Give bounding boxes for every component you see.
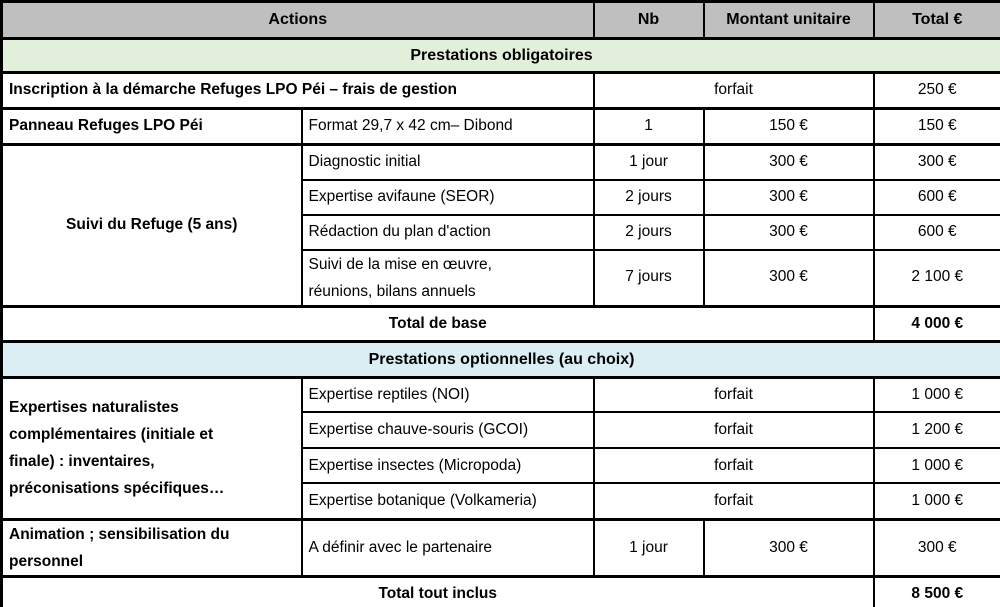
total-botanique: 1 000 € xyxy=(872,482,1000,521)
action-label-panneau: Panneau Refuges LPO Péi xyxy=(0,107,303,146)
table-row-total-base: Total de base 4 000 € xyxy=(0,304,1000,343)
total-redaction: 600 € xyxy=(872,213,1000,251)
column-header-nb: Nb xyxy=(592,0,705,40)
detail-avifaune: Expertise avifaune (SEOR) xyxy=(300,178,595,216)
montant-avifaune: 300 € xyxy=(702,178,875,216)
montant-mise-en-oeuvre: 300 € xyxy=(702,248,875,308)
section-row-obligatoires: Prestations obligatoires xyxy=(0,37,1000,74)
action-label-inscription: Inscription à la démarche Refuges LPO Pé… xyxy=(0,71,595,110)
total-inclus-label: Total tout inclus xyxy=(0,575,875,607)
nb-redaction: 2 jours xyxy=(592,213,705,251)
detail-reptiles: Expertise reptiles (NOI) xyxy=(300,376,595,414)
nb-animation: 1 jour xyxy=(592,517,705,579)
action-label-expertises: Expertises naturalistes complémentaires … xyxy=(0,376,303,521)
total-chauve-souris: 1 200 € xyxy=(872,411,1000,450)
montant-animation: 300 € xyxy=(702,517,875,579)
column-header-total: Total € xyxy=(872,0,1000,40)
table-row-reptiles: Expertises naturalistes complémentaires … xyxy=(0,376,1000,521)
table-row-avifaune: Expertise avifaune (SEOR) 2 jours 300 € … xyxy=(2,178,1000,216)
detail-panneau: Format 29,7 x 42 cm– Dibond xyxy=(300,107,595,146)
nb-avifaune: 2 jours xyxy=(592,178,705,216)
table-row-botanique: Expertise botanique (Volkameria) forfait… xyxy=(2,482,1000,521)
table-row-total-inclus: Total tout inclus 8 500 € xyxy=(0,575,1000,607)
nb-montant-insectes: forfait xyxy=(592,447,875,485)
table-row-chauve-souris: Expertise chauve-souris (GCOI) forfait 1… xyxy=(2,411,1000,450)
table-row-insectes: Expertise insectes (Micropoda) forfait 1… xyxy=(2,447,1000,485)
table-row-redaction: Rédaction du plan d'action 2 jours 300 €… xyxy=(2,213,1000,251)
table-row-mise-en-oeuvre: Suivi de la mise en œuvre, réunions, bil… xyxy=(2,248,1000,308)
column-header-montant-unitaire: Montant unitaire xyxy=(702,0,875,40)
montant-redaction: 300 € xyxy=(702,213,875,251)
table-header-row: Actions Nb Montant unitaire Total € xyxy=(0,0,1000,40)
total-inscription: 250 € xyxy=(872,71,1000,110)
total-reptiles: 1 000 € xyxy=(872,376,1000,414)
montant-diagnostic: 300 € xyxy=(702,143,875,181)
nb-montant-botanique: forfait xyxy=(592,482,875,521)
action-label-animation: Animation ; sensibilisation du personnel xyxy=(0,517,303,579)
detail-chauve-souris: Expertise chauve-souris (GCOI) xyxy=(300,411,595,450)
detail-insectes: Expertise insectes (Micropoda) xyxy=(300,447,595,485)
detail-diagnostic: Diagnostic initial xyxy=(300,143,595,181)
total-avifaune: 600 € xyxy=(872,178,1000,216)
detail-animation: A définir avec le partenaire xyxy=(300,517,595,579)
total-insectes: 1 000 € xyxy=(872,447,1000,485)
montant-panneau: 150 € xyxy=(702,107,875,146)
table-row-animation: Animation ; sensibilisation du personnel… xyxy=(0,517,1000,579)
total-diagnostic: 300 € xyxy=(872,143,1000,181)
detail-redaction: Rédaction du plan d'action xyxy=(300,213,595,251)
total-inclus-value: 8 500 € xyxy=(872,575,1000,607)
section-title-optionnelles: Prestations optionnelles (au choix) xyxy=(0,339,1000,379)
table-row-inscription: Inscription à la démarche Refuges LPO Pé… xyxy=(0,71,1000,110)
nb-montant-reptiles: forfait xyxy=(592,376,875,414)
column-header-actions: Actions xyxy=(0,0,595,40)
table-row-panneau: Panneau Refuges LPO Péi Format 29,7 x 42… xyxy=(0,107,1000,146)
action-label-suivi-refuge: Suivi du Refuge (5 ans) xyxy=(0,143,303,308)
nb-montant-chauve-souris: forfait xyxy=(592,411,875,450)
detail-botanique: Expertise botanique (Volkameria) xyxy=(300,482,595,521)
table-row-diagnostic: Suivi du Refuge (5 ans) Diagnostic initi… xyxy=(0,143,1000,308)
nb-mise-en-oeuvre: 7 jours xyxy=(592,248,705,308)
total-panneau: 150 € xyxy=(872,107,1000,146)
section-title-obligatoires: Prestations obligatoires xyxy=(0,37,1000,74)
section-row-optionnelles: Prestations optionnelles (au choix) xyxy=(0,339,1000,379)
nb-diagnostic: 1 jour xyxy=(592,143,705,181)
total-mise-en-oeuvre: 2 100 € xyxy=(872,248,1000,308)
total-base-value: 4 000 € xyxy=(872,304,1000,343)
nb-montant-inscription: forfait xyxy=(592,71,875,110)
total-base-label: Total de base xyxy=(0,304,875,343)
detail-mise-en-oeuvre: Suivi de la mise en œuvre, réunions, bil… xyxy=(300,248,595,308)
total-animation: 300 € xyxy=(872,517,1000,579)
nb-panneau: 1 xyxy=(592,107,705,146)
